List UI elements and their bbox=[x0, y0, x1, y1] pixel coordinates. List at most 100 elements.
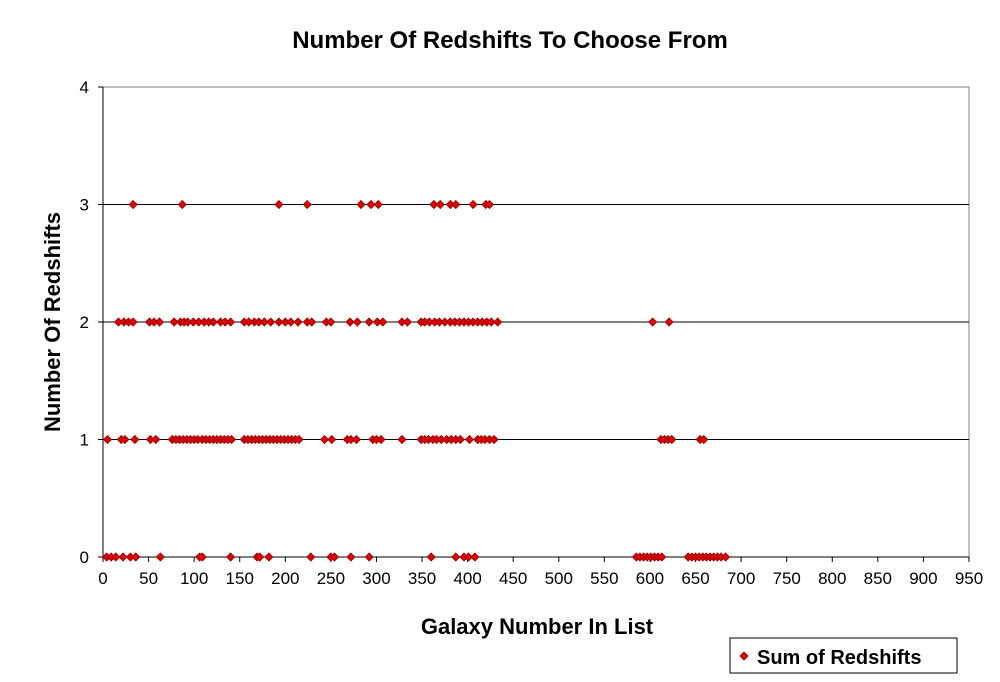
data-point bbox=[255, 552, 265, 562]
data-point bbox=[451, 552, 461, 562]
data-point bbox=[154, 317, 165, 327]
data-point bbox=[352, 317, 362, 327]
data-point bbox=[294, 434, 304, 445]
data-point bbox=[464, 434, 475, 445]
data-point bbox=[307, 317, 317, 327]
data-point bbox=[376, 434, 386, 445]
y-axis-ticks: 0 1 2 3 4 bbox=[80, 78, 103, 567]
data-point bbox=[493, 317, 503, 327]
data-point bbox=[118, 552, 128, 562]
y-axis-title: Number Of Redshifts bbox=[40, 212, 65, 432]
data-point bbox=[721, 552, 731, 562]
data-point bbox=[657, 552, 667, 562]
data-point bbox=[226, 552, 236, 562]
data-point bbox=[169, 317, 179, 327]
data-point bbox=[455, 434, 465, 445]
data-point bbox=[102, 434, 113, 445]
data-point bbox=[128, 317, 138, 327]
x-axis-ticks: 0 50 100 150 200 250 300 350 400 450 500 550 600 650 7… bbox=[98, 557, 983, 588]
x-tick-label: 800 bbox=[818, 569, 846, 588]
data-point bbox=[667, 434, 677, 445]
data-point bbox=[259, 317, 269, 327]
data-point bbox=[648, 317, 658, 327]
data-point bbox=[306, 552, 316, 562]
data-point bbox=[120, 434, 130, 445]
data-point bbox=[264, 552, 274, 562]
x-tick-label: 350 bbox=[408, 569, 436, 588]
legend-marker bbox=[739, 651, 749, 661]
x-tick-label: 200 bbox=[271, 569, 299, 588]
data-points bbox=[102, 199, 731, 562]
data-point bbox=[468, 199, 478, 210]
data-point bbox=[128, 199, 138, 210]
x-tick-label: 300 bbox=[362, 569, 390, 588]
x-axis-title: Galaxy Number In List bbox=[421, 614, 654, 639]
x-tick-label: 750 bbox=[772, 569, 800, 588]
data-point bbox=[484, 199, 495, 210]
data-point bbox=[111, 552, 121, 562]
y-tick-label: 1 bbox=[80, 431, 89, 450]
y-tick-label: 2 bbox=[80, 313, 89, 332]
x-tick-label: 250 bbox=[317, 569, 345, 588]
data-point bbox=[197, 552, 207, 562]
data-point bbox=[226, 317, 236, 327]
x-tick-label: 700 bbox=[727, 569, 755, 588]
data-point bbox=[293, 317, 303, 327]
x-tick-label: 900 bbox=[909, 569, 937, 588]
data-point bbox=[366, 199, 376, 210]
x-tick-label: 850 bbox=[864, 569, 892, 588]
legend-label: Sum of Redshifts bbox=[757, 647, 921, 669]
x-tick-label: 150 bbox=[226, 569, 254, 588]
data-point bbox=[345, 317, 355, 327]
x-tick-label: 550 bbox=[590, 569, 618, 588]
legend-box bbox=[729, 637, 958, 674]
data-point bbox=[274, 199, 284, 210]
data-point bbox=[346, 552, 356, 562]
legend: Sum of Redshifts bbox=[729, 637, 958, 674]
data-point bbox=[486, 317, 496, 327]
x-tick-label: 100 bbox=[180, 569, 208, 588]
x-tick-label: 450 bbox=[499, 569, 527, 588]
x-tick-label: 500 bbox=[545, 569, 573, 588]
data-point bbox=[378, 317, 388, 327]
x-tick-label: 50 bbox=[139, 569, 158, 588]
data-point bbox=[435, 199, 445, 210]
data-point bbox=[451, 199, 461, 210]
data-point bbox=[327, 434, 337, 445]
data-point bbox=[426, 552, 436, 562]
data-point bbox=[319, 434, 330, 445]
data-point bbox=[356, 199, 366, 210]
y-tick-label: 4 bbox=[80, 78, 89, 97]
data-point bbox=[397, 434, 407, 445]
x-tick-label: 950 bbox=[955, 569, 983, 588]
legend-marker-symbol bbox=[739, 651, 749, 661]
data-point bbox=[226, 434, 237, 445]
x-tick-label: 600 bbox=[636, 569, 664, 588]
data-point bbox=[274, 317, 284, 327]
data-point bbox=[131, 552, 141, 562]
data-point bbox=[130, 434, 140, 445]
data-point bbox=[463, 552, 474, 562]
data-point bbox=[155, 552, 165, 562]
y-tick-label: 0 bbox=[80, 548, 89, 567]
data-point bbox=[664, 317, 674, 327]
data-point bbox=[470, 552, 480, 562]
data-point bbox=[329, 552, 340, 562]
data-point bbox=[286, 317, 296, 327]
x-tick-label: 0 bbox=[98, 569, 107, 588]
data-point bbox=[208, 317, 218, 327]
data-point bbox=[364, 317, 374, 327]
data-point bbox=[364, 552, 374, 562]
data-point bbox=[302, 199, 312, 210]
x-tick-label: 650 bbox=[681, 569, 709, 588]
data-point bbox=[402, 317, 413, 327]
data-point bbox=[326, 317, 336, 327]
data-point bbox=[489, 434, 499, 445]
y-tick-label: 3 bbox=[80, 196, 89, 215]
data-point bbox=[266, 317, 276, 327]
x-tick-label: 400 bbox=[453, 569, 481, 588]
data-point bbox=[177, 199, 187, 210]
data-point bbox=[429, 199, 439, 210]
chart-title: Number Of Redshifts To Choose From bbox=[292, 27, 728, 54]
